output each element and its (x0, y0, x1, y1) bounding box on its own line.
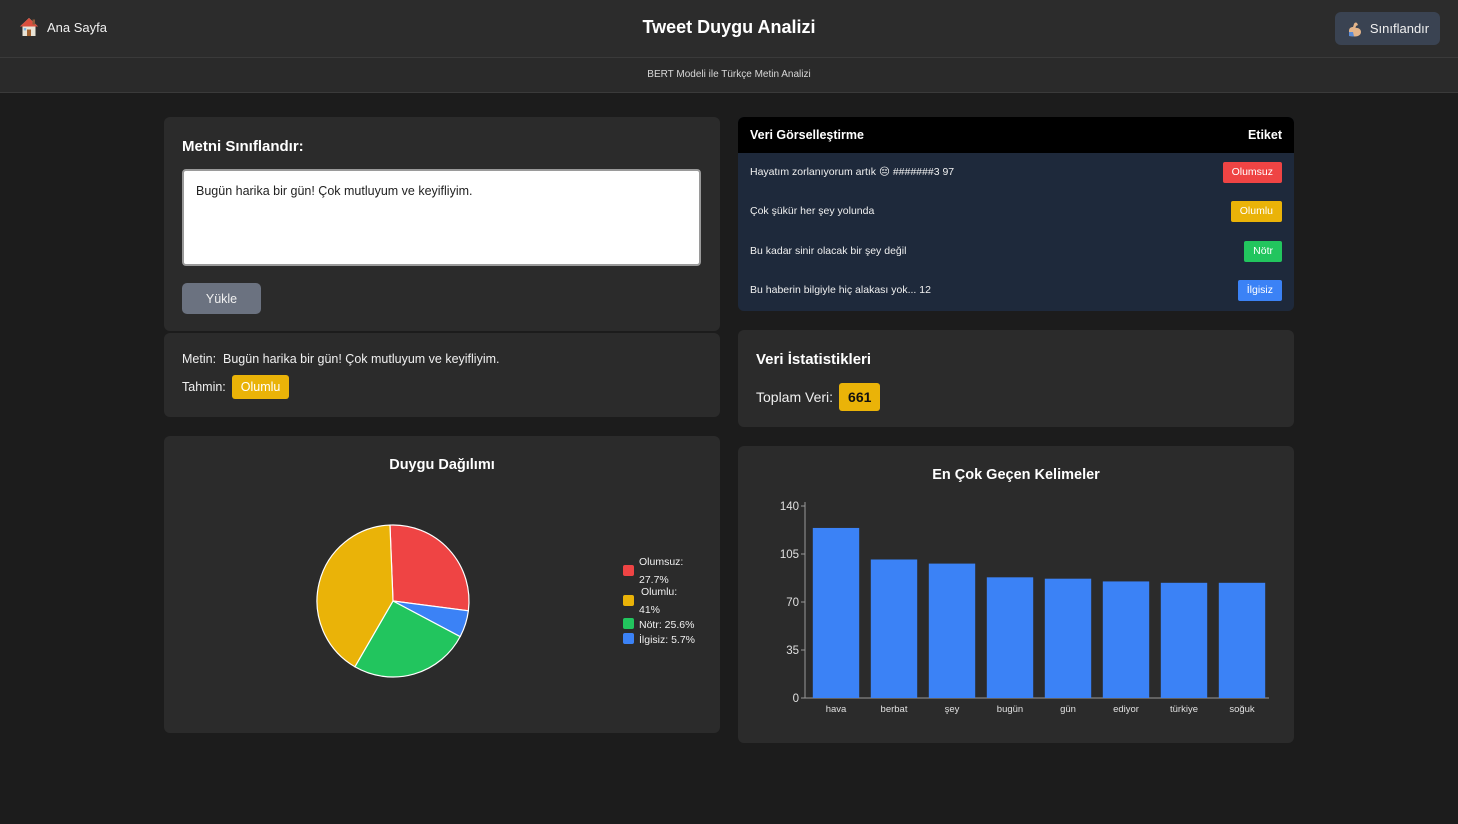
flexed-arm-icon (1348, 21, 1361, 36)
x-tick-label: şey (945, 704, 960, 715)
app-title: Tweet Duygu Analizi (642, 17, 816, 37)
classify-nav-label: Sınıflandır (1369, 21, 1430, 36)
result-text-value: Bugün harika bir gün! Çok mutluyum ve ke… (223, 352, 500, 366)
pie-slice-2 (354, 600, 461, 678)
table-header: Veri Görselleştirme Etiket (738, 117, 1294, 153)
result-text-line: Metin: Bugün harika bir gün! Çok mutluyu… (182, 352, 500, 366)
text-input[interactable]: Bugün harika bir gün! Çok mutluyum ve ke… (182, 169, 701, 266)
legend-value: 27.7% (639, 574, 669, 586)
bar-gün (1044, 578, 1092, 698)
y-tick-label: 105 (780, 549, 799, 561)
legend-label: Olumlu: (641, 586, 677, 598)
legend-swatch (623, 595, 634, 606)
bar-türkiye (1160, 582, 1208, 698)
legend-value: 41% (639, 604, 660, 616)
pie-slice-1 (316, 524, 394, 668)
table-row-text: Bu haberin bilgiyle hiç alakası yok... 1… (750, 284, 931, 296)
home-link[interactable]: Ana Sayfa (19, 17, 107, 37)
subtitle: BERT Modeli ile Türkçe Metin Analizi (647, 69, 811, 80)
y-tick-label: 70 (786, 597, 799, 609)
x-tick-label: soğuk (1229, 704, 1255, 715)
x-tick-label: ediyor (1113, 704, 1139, 715)
bar-chart: 0 35 70 105 140 hava berbat şey bugün gün ediyor tü… (780, 501, 1269, 715)
pie-chart: Olumsuz: 27.7%Olumlu: 41% Nötr: 25.6% İlgisi… (316, 524, 695, 678)
sentiment-distribution-card: Duygu Dağılımı Olumsuz: 27.7% Olumlu: 41% Nö… (164, 436, 720, 733)
top-bar: Ana Sayfa Tweet Duygu Analizi Sınıflandı… (0, 0, 1458, 58)
x-tick-label: bugün (997, 704, 1023, 715)
bar-bugün (986, 577, 1034, 698)
x-tick-label: hava (826, 704, 847, 715)
stats-title: Veri İstatistikleri (756, 351, 872, 368)
x-tick-label: gün (1060, 704, 1076, 715)
stats-card: Veri İstatistikleri Toplam Veri: 661 (738, 330, 1294, 427)
result-text-label: Metin: (182, 352, 217, 366)
bar-ediyor (1102, 581, 1150, 698)
table-header-label: Etiket (1247, 128, 1282, 142)
table-row-badge: Olumlu (1230, 201, 1282, 222)
table-row: Çok şükür her şey yolunda Olumlu (738, 192, 1294, 231)
stats-total-line: Toplam Veri: 661 (756, 383, 881, 411)
bar-şey (928, 563, 976, 698)
result-card: Metin: Bugün harika bir gün! Çok mutluyu… (164, 333, 720, 417)
x-tick-label: türkiye (1170, 704, 1198, 715)
prediction-badge: Olumlu (231, 375, 290, 399)
pie-slice-0 (389, 524, 470, 612)
classify-form-title: Metni Sınıflandır: (182, 138, 304, 155)
home-label: Ana Sayfa (47, 19, 107, 35)
table-row-badge: Nötr (1244, 241, 1282, 262)
table-row: Bu kadar sinir olacak bir şey değil Nötr (738, 232, 1294, 271)
legend-label: İlgisiz: 5.7% (639, 633, 695, 646)
data-table-card: Veri Görselleştirme Etiket Hayatım zorla… (738, 117, 1294, 311)
table-row-text: Çok şükür her şey yolunda (750, 205, 875, 217)
legend-label: Nötr: 25.6% (639, 619, 694, 631)
x-tick-label: berbat (881, 704, 908, 715)
table-header-text: Veri Görselleştirme (750, 128, 864, 142)
table-row: Bu haberin bilgiyle hiç alakası yok... 1… (738, 271, 1294, 310)
bar-berbat (870, 559, 918, 698)
table-row-badge: İlgisiz (1237, 280, 1282, 301)
table-row-text: Bu kadar sinir olacak bir şey değil (750, 245, 907, 257)
legend-label: Olumsuz: (639, 556, 683, 568)
home-icon (20, 18, 38, 36)
total-label: Toplam Veri: (756, 389, 834, 405)
pie-chart-title: Duygu Dağılımı (389, 457, 495, 473)
table-row-badge: Olumsuz (1222, 162, 1282, 183)
bar-soğuk (1218, 582, 1266, 698)
table-row: Hayatım zorlanıyorum artık 😔 #######3 97… (738, 153, 1294, 192)
top-words-card: En Çok Geçen Kelimeler 0 35 70 105 140 hava be… (738, 446, 1294, 743)
legend-swatch (623, 618, 634, 629)
y-tick-label: 0 (793, 693, 799, 705)
y-tick-label: 140 (780, 501, 799, 513)
classify-nav-button[interactable]: Sınıflandır (1335, 12, 1440, 45)
total-badge: 661 (839, 383, 881, 411)
table-row-text: Hayatım zorlanıyorum artık 😔 #######3 97 (750, 166, 955, 178)
subtitle-bar: BERT Modeli ile Türkçe Metin Analizi (0, 58, 1458, 93)
y-tick-label: 35 (786, 645, 799, 657)
legend-swatch (623, 565, 634, 576)
bar-hava (812, 527, 860, 698)
result-prediction-label: Tahmin: (182, 380, 226, 394)
upload-button[interactable]: Yükle (182, 283, 261, 314)
legend-swatch (623, 633, 634, 644)
bar-chart-title: En Çok Geçen Kelimeler (932, 467, 1100, 483)
classify-form-card: Metni Sınıflandır: Bugün harika bir gün!… (164, 117, 720, 331)
result-prediction-line: Tahmin: Olumlu (182, 375, 290, 399)
